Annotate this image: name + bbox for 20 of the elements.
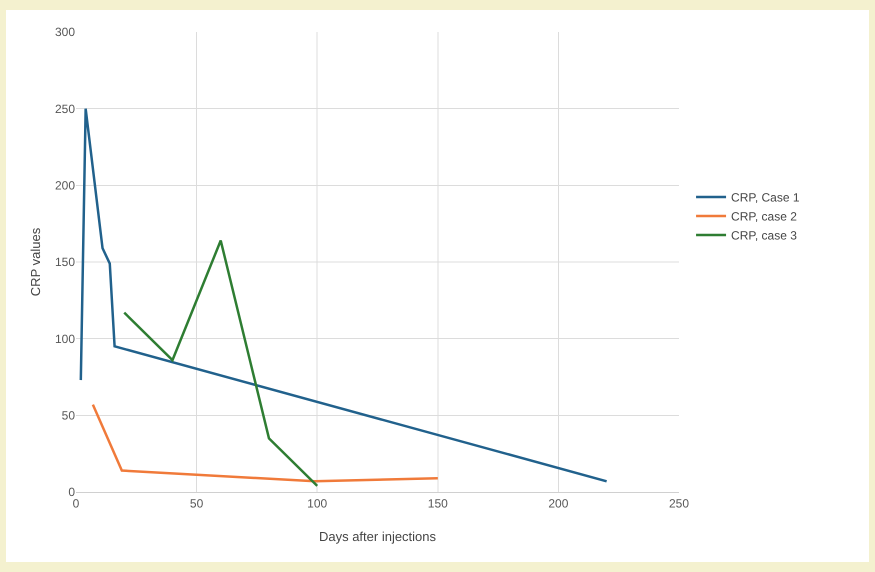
y-tick-label: 50 — [62, 408, 76, 423]
y-tick-label: 200 — [54, 178, 76, 193]
x-tick-label: 150 — [428, 496, 448, 510]
y-tick-label: 0 — [68, 485, 76, 500]
line-series — [80, 107, 608, 483]
x-tick-label: 200 — [548, 496, 569, 510]
y-tick-label: 300 — [54, 25, 76, 40]
legend-label: CRP, Case 1 — [731, 190, 800, 205]
y-tick-label: 250 — [54, 102, 76, 116]
y-axis-title: CRP values — [28, 227, 43, 296]
legend-label: CRP, case 2 — [731, 210, 798, 224]
legend-label: CRP, case 3 — [731, 228, 798, 243]
y-tick-label: 100 — [54, 332, 76, 346]
line-series — [92, 403, 440, 483]
x-tick-label: 250 — [668, 496, 690, 510]
y-tick-label: 150 — [54, 255, 76, 270]
x-axis-title: Days after injections — [318, 529, 437, 544]
x-tick-label: 100 — [307, 496, 328, 510]
x-tick-label: 50 — [190, 496, 204, 510]
line-series — [122, 239, 318, 488]
